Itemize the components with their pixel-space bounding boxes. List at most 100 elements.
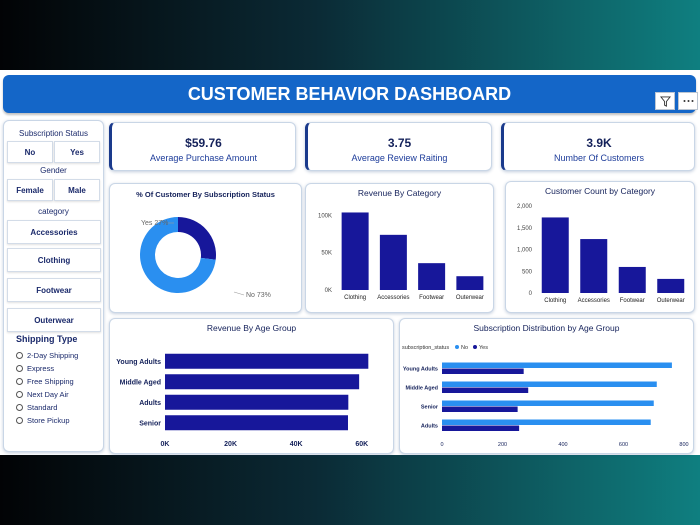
bar-senior	[165, 415, 348, 431]
y-tick-label: 0K	[325, 288, 332, 294]
legend-marker-no	[455, 345, 459, 349]
slicer-panel: Subscription Status No Yes Gender Female…	[3, 120, 104, 452]
shipping-option-express[interactable]: Express	[16, 364, 54, 373]
y-category-label: Senior	[421, 405, 439, 411]
radio-icon	[16, 352, 23, 359]
kpi-value: $59.76	[185, 136, 222, 150]
slicer-subscription-no[interactable]: No	[7, 141, 53, 163]
y-category-label: Young Adults	[403, 367, 438, 373]
shipping-option-next-day-air[interactable]: Next Day Air	[16, 390, 69, 399]
bar-footwear	[418, 263, 446, 290]
kpi-average-purchase: $59.76 Average Purchase Amount	[109, 122, 296, 171]
revenue-by-age-card: Revenue By Age Group Young Adults Middle …	[109, 318, 394, 454]
bar-adults	[165, 394, 349, 410]
more-icon[interactable]	[678, 92, 698, 110]
x-tick-label: 0K	[161, 441, 170, 448]
radio-icon	[16, 391, 23, 398]
bar-no-senior	[442, 400, 654, 406]
chart-title: Subscription Distribution by Age Group	[473, 323, 620, 333]
subscription-status-slicer-title: Subscription Status	[19, 129, 88, 138]
x-tick-label: Accessories	[377, 295, 409, 301]
bar-clothing	[341, 212, 369, 290]
revenue-by-category-chart: 0K 50K 100K Clothing Accessories Footwear Oute…	[318, 212, 484, 301]
bar-yes-adults	[442, 425, 520, 431]
shipping-option-standard[interactable]: Standard	[16, 403, 57, 412]
chart-title: % Of Customer By Subscription Status	[136, 190, 275, 199]
slicer-gender-male[interactable]: Male	[54, 179, 100, 201]
bar-clothing	[541, 217, 569, 293]
gender-slicer-title: Gender	[40, 166, 67, 175]
bar-no-adults	[442, 419, 651, 425]
bar-yes-middle-aged	[442, 387, 529, 393]
kpi-number-of-customers: 3.9K Number Of Customers	[501, 122, 695, 171]
slicer-category-outerwear[interactable]: Outerwear	[7, 308, 101, 332]
x-tick-label: Footwear	[620, 298, 645, 304]
x-tick-label: 200	[498, 442, 507, 448]
x-tick-label: Accessories	[578, 298, 610, 304]
slicer-category-accessories[interactable]: Accessories	[7, 220, 101, 244]
bar-outerwear	[657, 278, 685, 293]
visual-header-icons	[655, 92, 698, 110]
y-tick-label: 50K	[321, 251, 332, 257]
bar-young-adults	[165, 353, 369, 369]
bar-accessories	[580, 239, 608, 293]
y-category-label: Senior	[139, 420, 161, 427]
y-category-label: Adults	[139, 400, 161, 407]
bar-footwear	[618, 266, 646, 293]
donut-slice-yes	[178, 217, 216, 260]
bar-accessories	[379, 234, 407, 290]
x-tick-label: 800	[679, 442, 688, 448]
kpi-value: 3.9K	[586, 136, 612, 150]
bar-middle-aged	[165, 374, 360, 390]
legend-title: subscription_status	[402, 345, 449, 351]
bar-yes-young-adults	[442, 368, 524, 374]
y-category-label: Middle Aged	[406, 386, 439, 392]
legend-label-yes: Yes	[479, 345, 488, 351]
slicer-category-footwear[interactable]: Footwear	[7, 278, 101, 302]
radio-icon	[16, 417, 23, 424]
donut-chart: Yes 27% No 73%	[140, 217, 271, 299]
shipping-option-store-pickup[interactable]: Store Pickup	[16, 416, 70, 425]
x-tick-label: Footwear	[419, 295, 444, 301]
y-category-label: Young Adults	[116, 359, 161, 366]
legend-label-no: No	[461, 345, 468, 351]
donut-label-yes: Yes 27%	[141, 220, 168, 227]
revenue-by-age-group-chart: Young Adults Middle Aged Adults Senior 0K 20K…	[116, 353, 369, 448]
filter-icon[interactable]	[655, 92, 675, 110]
y-tick-label: 2,000	[517, 204, 533, 210]
slicer-gender-female[interactable]: Female	[7, 179, 53, 201]
donut-slice-no	[140, 217, 216, 293]
customer-count-by-category-chart: 0 500 1,000 1,500 2,000 Clothing Accessories Fo…	[517, 204, 685, 304]
subscription-by-age-card: Subscription Distribution by Age Group s…	[399, 318, 694, 454]
donut-label-no: No 73%	[246, 292, 271, 299]
y-tick-label: 1,000	[517, 248, 533, 254]
x-tick-label: Clothing	[344, 295, 366, 301]
shipping-option-free[interactable]: Free Shipping	[16, 377, 74, 386]
chart-title: Revenue By Age Group	[206, 323, 297, 333]
y-tick-label: 1,500	[517, 226, 533, 232]
subscription-by-age-group-chart: subscription_status No Yes Young Adults Midd…	[402, 345, 689, 448]
kpi-label: Average Review Raiting	[351, 153, 448, 163]
donut-leader-line	[233, 291, 245, 296]
dashboard-header: CUSTOMER BEHAVIOR DASHBOARD	[3, 75, 696, 113]
y-category-label: Adults	[421, 424, 438, 430]
x-tick-label: Outerwear	[657, 298, 685, 304]
x-tick-label: Outerwear	[456, 295, 484, 301]
x-tick-label: Clothing	[544, 298, 566, 304]
customer-count-card: Customer Count by Category 0 500 1,000 1,50…	[505, 181, 695, 313]
chart-title: Revenue By Category	[357, 188, 442, 198]
kpi-label: Average Purchase Amount	[150, 153, 257, 163]
dashboard-canvas: CUSTOMER BEHAVIOR DASHBOARD Subscription…	[0, 70, 700, 455]
x-tick-label: 20K	[224, 441, 237, 448]
kpi-value: 3.75	[387, 136, 412, 150]
radio-icon	[16, 404, 23, 411]
shipping-type-slicer-title: Shipping Type	[16, 334, 78, 344]
x-tick-label: 600	[619, 442, 628, 448]
y-tick-label: 100K	[318, 213, 332, 219]
bar-no-young-adults	[442, 362, 672, 368]
slicer-subscription-yes[interactable]: Yes	[54, 141, 100, 163]
slicer-category-clothing[interactable]: Clothing	[7, 248, 101, 272]
shipping-option-2-day[interactable]: 2-Day Shipping	[16, 351, 78, 360]
kpi-label: Number Of Customers	[553, 153, 645, 163]
